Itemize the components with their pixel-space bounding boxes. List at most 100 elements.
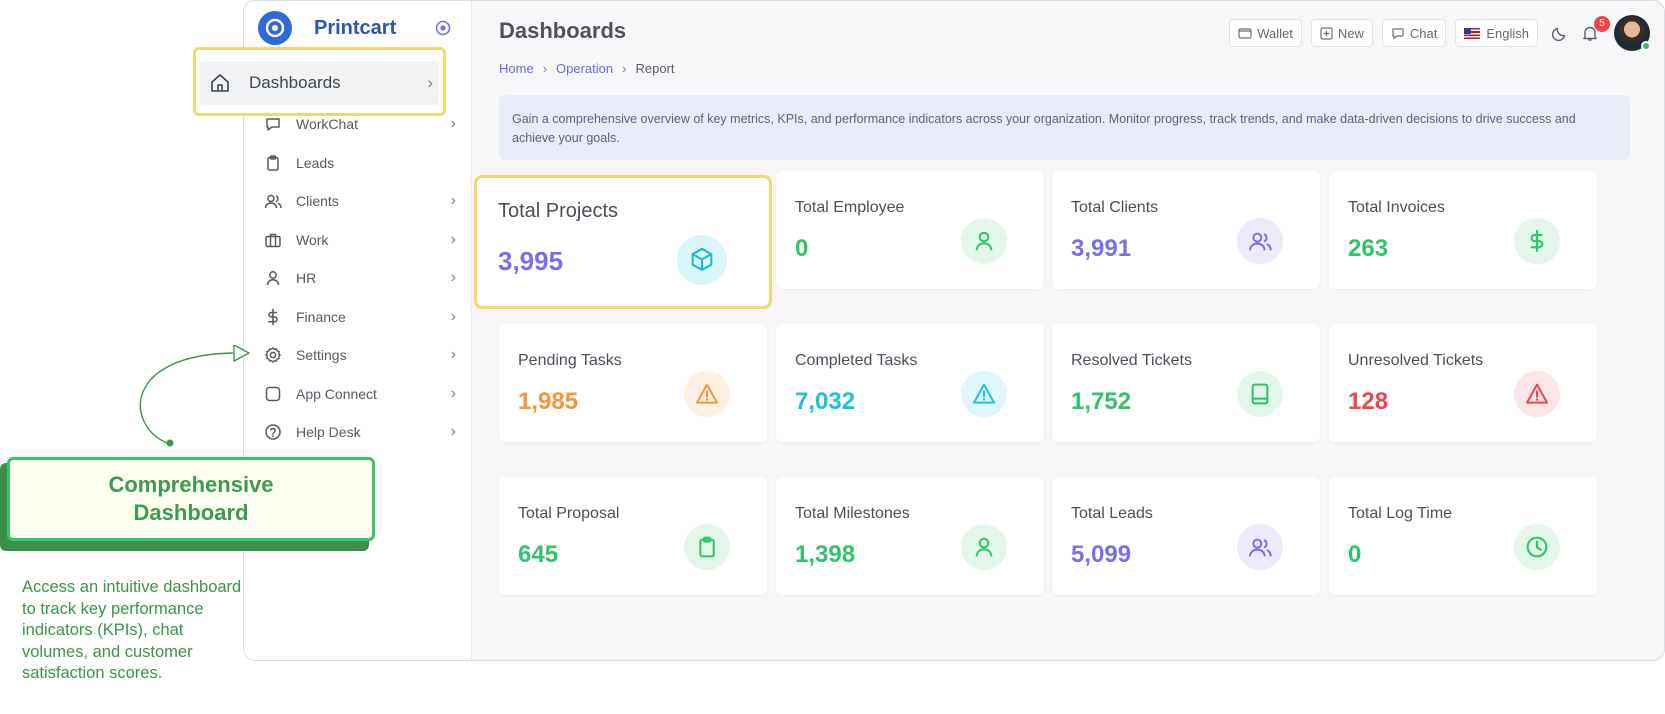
gear-icon — [264, 346, 282, 364]
chevron-right-icon: › — [450, 230, 456, 248]
card-title: Total Employee — [795, 199, 905, 216]
card-value: 263 — [1348, 235, 1389, 262]
sidebar-item-leads[interactable]: Leads — [244, 144, 472, 183]
sidebar-item-label: App Connect — [296, 385, 377, 402]
card-value: 128 — [1348, 388, 1389, 415]
sidebar-nav: WorkChat › Leads Clients › Work › HR › Finance › Se… — [244, 105, 472, 452]
home-icon — [211, 74, 229, 92]
sidebar-item-hr[interactable]: HR › — [244, 259, 472, 298]
kpi-card-total-milestones[interactable]: Total Milestones 1,398 — [776, 477, 1044, 595]
chat-bubble-icon — [264, 115, 282, 133]
breadcrumb-home[interactable]: Home — [499, 61, 534, 76]
total-projects-highlight[interactable]: Total Projects 3,995 — [474, 175, 772, 309]
chat-bubble-icon — [1392, 27, 1404, 39]
kpi-card-total-employee[interactable]: Total Employee 0 — [776, 171, 1044, 289]
users-icon — [264, 192, 282, 210]
sidebar-item-label: Clients — [296, 193, 339, 210]
dashboards-callout[interactable]: Dashboards › — [193, 47, 446, 116]
card-value: 1,985 — [518, 388, 579, 415]
wallet-icon — [1238, 28, 1252, 39]
card-value: 0 — [795, 235, 809, 262]
sidebar-item-clients[interactable]: Clients › — [244, 182, 472, 221]
sidebar-item-label: Settings — [296, 347, 347, 364]
breadcrumb-separator: › — [542, 61, 548, 76]
kpi-card-pending-tasks[interactable]: Pending Tasks 1,985 — [499, 324, 767, 442]
warning-icon — [1514, 371, 1560, 417]
chevron-right-icon: › — [450, 269, 456, 287]
card-value: 0 — [1348, 541, 1362, 568]
users-icon — [1237, 524, 1283, 570]
breadcrumb: Home › Operation › Report — [499, 61, 675, 76]
chevron-right-icon: › — [450, 307, 456, 325]
sidebar-item-label: WorkChat — [296, 116, 358, 133]
kpi-card-completed-tasks[interactable]: Completed Tasks 7,032 — [776, 324, 1044, 442]
user-icon — [961, 218, 1007, 264]
card-title: Total Leads — [1071, 505, 1153, 522]
notifications-button[interactable]: 5 — [1582, 15, 1610, 42]
kpi-card-resolved-tickets[interactable]: Resolved Tickets 1,752 — [1052, 324, 1320, 442]
online-status-dot — [1641, 41, 1651, 51]
kpi-card-total-leads[interactable]: Total Leads 5,099 — [1052, 477, 1320, 595]
language-label: English — [1486, 25, 1529, 41]
sidebar-item-label: Help Desk — [296, 424, 361, 441]
sidebar-item-app-connect[interactable]: App Connect › — [244, 375, 472, 414]
sidebar-item-label: Dashboards — [249, 73, 341, 92]
sidebar-item-workchat[interactable]: WorkChat › — [244, 105, 472, 144]
card-title: Total Log Time — [1348, 505, 1453, 522]
clipboard-icon — [264, 154, 282, 172]
book-icon — [1237, 371, 1283, 417]
sidebar-item-dashboards[interactable]: Dashboards › — [200, 61, 439, 105]
breadcrumb-operation[interactable]: Operation — [556, 61, 614, 76]
us-flag-icon — [1464, 27, 1481, 39]
card-value: 7,032 — [795, 388, 856, 415]
topbar: Wallet New Chat English — [1220, 15, 1651, 51]
sidebar-item-work[interactable]: Work › — [244, 221, 472, 260]
card-title: Unresolved Tickets — [1348, 352, 1484, 369]
promo-heading-box: Comprehensive Dashboard — [7, 457, 375, 541]
wallet-button[interactable]: Wallet — [1229, 19, 1302, 47]
new-label: New — [1337, 25, 1364, 41]
card-value: 1,398 — [795, 541, 856, 568]
user-icon — [264, 269, 282, 287]
promo-description: Access an intuitive dashboard to track k… — [22, 578, 242, 682]
briefcase-icon — [264, 231, 282, 249]
dark-mode-toggle[interactable] — [1552, 25, 1568, 41]
language-select[interactable]: English — [1455, 19, 1538, 47]
card-value: 3,991 — [1071, 235, 1132, 262]
chevron-right-icon: › — [427, 73, 433, 92]
sidebar-item-help-desk[interactable]: Help Desk › — [244, 413, 472, 452]
cube-icon — [677, 235, 727, 285]
kpi-card-unresolved-tickets[interactable]: Unresolved Tickets 128 — [1329, 324, 1597, 442]
breadcrumb-separator: › — [622, 61, 627, 76]
chevron-right-icon: › — [450, 192, 456, 210]
plus-square-icon — [1320, 26, 1333, 40]
card-value: 645 — [518, 541, 559, 568]
chevron-right-icon: › — [450, 384, 456, 402]
user-icon — [961, 524, 1007, 570]
avatar[interactable] — [1614, 15, 1651, 51]
dollar-icon — [1514, 218, 1560, 264]
kpi-card-total-log-time[interactable]: Total Log Time 0 — [1329, 477, 1597, 595]
brand[interactable]: Printcart — [258, 11, 396, 45]
promo-heading: Comprehensive Dashboard — [108, 472, 274, 525]
chevron-right-icon: › — [450, 115, 456, 133]
new-button[interactable]: New — [1310, 19, 1373, 47]
warning-icon — [684, 371, 730, 417]
chat-button[interactable]: Chat — [1381, 19, 1447, 47]
brand-logo-icon — [258, 11, 292, 45]
kpi-card-total-invoices[interactable]: Total Invoices 263 — [1329, 171, 1597, 289]
dollar-icon — [264, 308, 282, 326]
card-title: Total Milestones — [795, 505, 910, 522]
wallet-label: Wallet — [1257, 25, 1293, 41]
card-title: Total Invoices — [1348, 199, 1445, 216]
kpi-card-total-clients[interactable]: Total Clients 3,991 — [1052, 171, 1320, 289]
info-banner: Gain a comprehensive overview of key met… — [499, 95, 1630, 160]
card-title: Total Projects — [498, 200, 619, 222]
sidebar-item-finance[interactable]: Finance › — [244, 298, 472, 337]
chevron-right-icon: › — [450, 423, 456, 441]
chevron-right-icon: › — [450, 346, 456, 364]
sidebar-item-settings[interactable]: Settings › — [244, 336, 472, 375]
sidebar-toggle-icon[interactable] — [435, 20, 451, 41]
kpi-card-total-proposal[interactable]: Total Proposal 645 — [499, 477, 767, 595]
